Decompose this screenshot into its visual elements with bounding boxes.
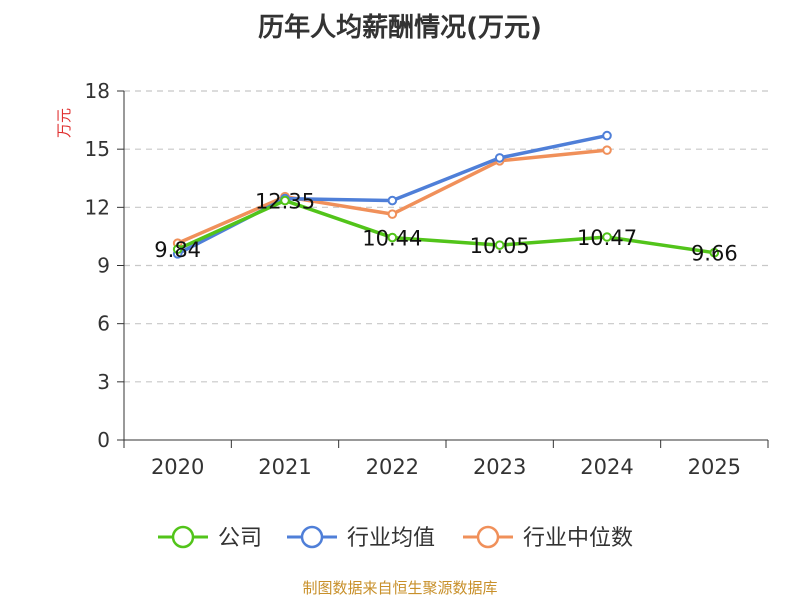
- series-point: [172, 244, 183, 255]
- legend-label: 行业均值: [347, 526, 435, 551]
- series-point: [602, 145, 612, 155]
- legend-label: 行业中位数: [523, 526, 633, 551]
- data-label: 9.84: [154, 238, 201, 262]
- legend-swatch-marker: [476, 525, 500, 549]
- y-tick-label: 0: [97, 428, 110, 452]
- legend-swatch-marker: [300, 525, 324, 549]
- legend-swatch-marker: [171, 525, 195, 549]
- data-label: 9.66: [691, 242, 738, 266]
- chart-title: 历年人均薪酬情况(万元): [258, 12, 542, 43]
- y-tick-label: 9: [97, 254, 110, 278]
- series-point: [387, 232, 398, 243]
- source-note: 制图数据来自恒生聚源数据库: [302, 579, 497, 597]
- data-label: 10.05: [470, 234, 530, 258]
- series-point: [602, 130, 612, 141]
- x-tick-label: 2021: [258, 455, 311, 479]
- data-labels: 9.84 12.35 10.44 10.05 10.47 9.66: [154, 190, 737, 266]
- data-label: 10.44: [362, 227, 422, 251]
- y-tick-label: 15: [85, 137, 110, 161]
- y-tick-label: 6: [97, 312, 110, 336]
- series-point: [280, 195, 290, 206]
- x-tick-label: 2020: [151, 455, 204, 479]
- legend-label: 公司: [218, 526, 262, 551]
- series-point: [602, 232, 612, 242]
- series-point: [494, 153, 505, 163]
- series-point: [387, 209, 398, 219]
- series-line-0: [175, 198, 717, 255]
- y-axis-label: 万元: [55, 108, 73, 138]
- series-layer: [172, 130, 720, 259]
- data-label: 10.47: [577, 226, 637, 250]
- y-tick-label: 12: [85, 195, 110, 219]
- x-tick-label: 2022: [366, 455, 419, 479]
- x-tick-label: 2023: [473, 455, 526, 479]
- series-point: [387, 195, 398, 206]
- legend-item: 公司: [158, 525, 262, 551]
- grid-lines: [124, 90, 768, 383]
- x-tick-label: 2025: [688, 455, 741, 479]
- legend-item: 行业中位数: [463, 525, 633, 551]
- data-label: 12.35: [255, 190, 315, 214]
- series-point: [494, 240, 505, 250]
- legend-item: 行业均值: [287, 525, 435, 551]
- y-tick-label: 18: [85, 79, 110, 103]
- y-tick-label: 3: [97, 370, 110, 394]
- x-tick-label: 2024: [580, 455, 633, 479]
- axes: 0 3 6 9 12 15 18 2020 2021 2022 2023 2024 2025: [85, 79, 769, 479]
- legend: 公司 行业均值 行业中位数: [158, 525, 633, 551]
- series-point: [709, 247, 720, 258]
